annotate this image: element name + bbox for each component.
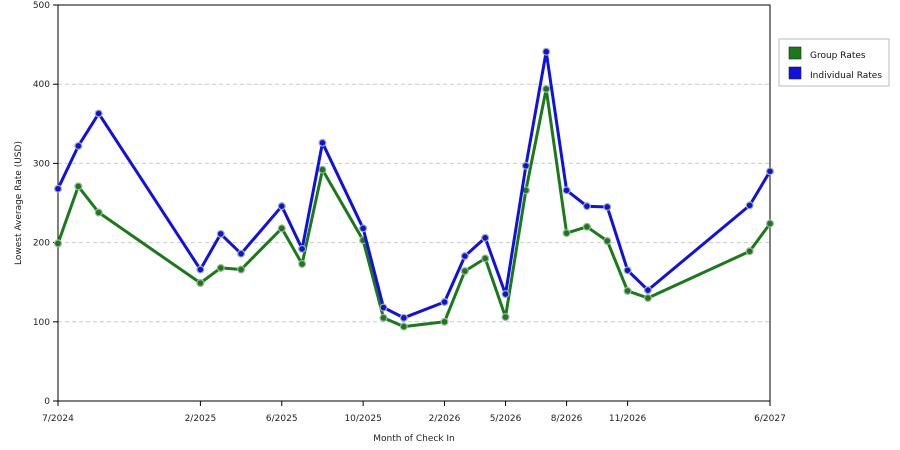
series-line-individual-rates [56,50,772,320]
x-axis-title: Month of Check In [373,434,455,444]
data-point-group-rates [440,317,449,326]
data-point-individual-rates [521,161,530,170]
data-point-individual-rates [399,313,408,322]
data-point-individual-rates [562,186,571,195]
data-point-individual-rates [196,265,205,274]
data-point-group-rates [318,165,327,174]
x-tick-label: 2/2025 [185,414,217,424]
legend-swatch-group-rates [788,46,802,60]
x-tick-label: 7/2024 [42,414,74,424]
data-point-individual-rates [359,224,368,233]
data-point-individual-rates [542,47,551,56]
data-point-group-rates [94,208,103,217]
y-tick-label: 300 [33,159,50,169]
data-point-group-rates [460,267,469,276]
data-point-group-rates [765,219,774,228]
data-point-individual-rates [481,233,490,242]
data-point-group-rates [582,222,591,231]
x-tick-label: 6/2027 [754,414,786,424]
data-point-individual-rates [440,298,449,307]
data-point-individual-rates [643,286,652,295]
data-point-group-rates [501,313,510,322]
x-tick-label: 8/2026 [551,414,583,424]
data-point-individual-rates [765,167,774,176]
data-point-individual-rates [298,244,307,253]
x-tick-label: 11/2026 [609,414,647,424]
legend-label-individual-rates: Individual Rates [810,71,882,81]
data-point-group-rates [542,84,551,93]
data-point-group-rates [603,237,612,246]
data-point-individual-rates [277,202,286,211]
data-point-individual-rates [623,266,632,275]
plot-area [57,4,771,402]
data-point-group-rates [298,259,307,268]
data-point-group-rates [53,239,62,248]
series-layer [53,47,774,331]
data-point-individual-rates [379,303,388,312]
legend-swatch-individual-rates [788,66,802,80]
x-tick-label: 10/2025 [344,414,381,424]
data-point-individual-rates [74,141,83,150]
data-point-individual-rates [94,109,103,118]
data-point-individual-rates [237,249,246,258]
y-tick-label: 0 [44,397,50,407]
data-point-individual-rates [318,138,327,147]
x-tick-label: 5/2026 [490,414,522,424]
grid-lines [58,83,770,323]
x-tick-label: 2/2026 [429,414,461,424]
data-point-group-rates [399,322,408,331]
data-point-individual-rates [603,202,612,211]
data-point-individual-rates [460,252,469,261]
series-line-group-rates [56,87,772,329]
data-point-individual-rates [216,229,225,238]
y-tick-label: 500 [33,1,50,11]
data-point-individual-rates [501,290,510,299]
data-point-group-rates [481,254,490,263]
x-axis: 7/2024 2/2025 6/2025 10/2025 2/2026 5/2026 8/2… [42,401,786,424]
y-axis: 0 100 200 300 400 500 [33,1,58,407]
legend: Group Rates Individual Rates [778,38,890,87]
y-tick-label: 100 [33,318,50,328]
data-point-group-rates [623,286,632,295]
data-point-group-rates [562,229,571,238]
data-point-group-rates [745,247,754,256]
y-axis-title: Lowest Average Rate (USD) [14,141,24,265]
data-point-group-rates [237,265,246,274]
y-tick-label: 200 [33,239,50,249]
data-point-group-rates [216,263,225,272]
y-tick-label: 400 [33,80,50,90]
data-point-group-rates [74,182,83,191]
x-tick-label: 6/2025 [266,414,298,424]
data-point-group-rates [196,278,205,287]
data-point-group-rates [379,313,388,322]
data-point-group-rates [643,294,652,303]
data-point-individual-rates [582,202,591,211]
data-point-individual-rates [53,184,62,193]
legend-label-group-rates: Group Rates [810,51,866,61]
data-point-individual-rates [745,201,754,210]
data-point-group-rates [277,224,286,233]
